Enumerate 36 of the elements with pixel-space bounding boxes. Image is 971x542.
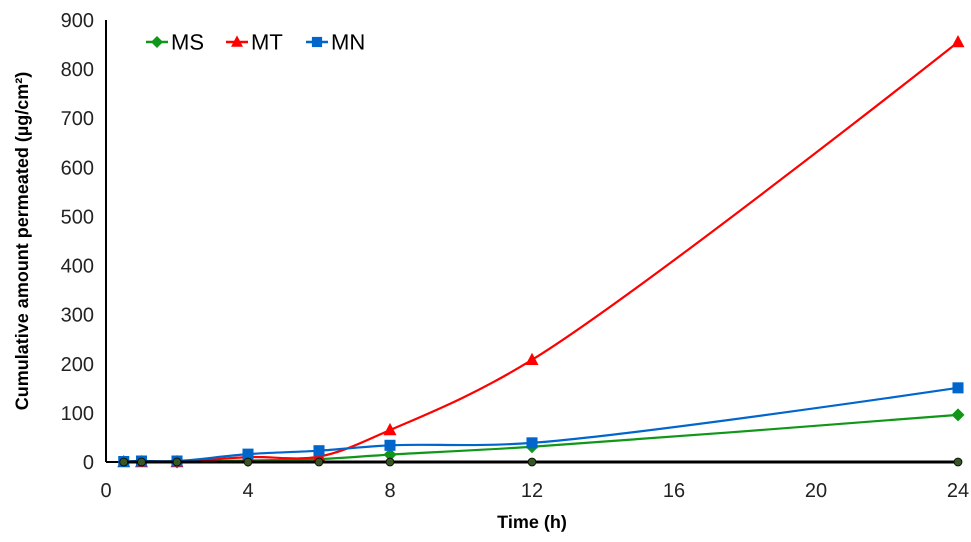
point	[244, 458, 252, 466]
y-tick-label: 400	[60, 256, 94, 278]
point	[528, 458, 536, 466]
point	[526, 437, 538, 448]
y-axis-title: Cumulative amount permeated (µg/cm²)	[12, 72, 32, 410]
y-tick-label: 500	[60, 206, 94, 228]
point	[954, 458, 962, 466]
x-tick-label: 12	[520, 480, 544, 502]
y-tick-label: 600	[60, 157, 94, 180]
point	[313, 445, 325, 456]
x-axis-title: Time (h)	[497, 512, 567, 532]
point	[242, 448, 254, 460]
x-tick-label: 8	[384, 480, 396, 502]
y-tick-label: 900	[60, 10, 94, 32]
point	[952, 382, 964, 394]
legend-label: MN	[331, 30, 366, 55]
point	[952, 408, 964, 422]
y-tick-label: 300	[60, 304, 94, 327]
x-tick-label: 16	[662, 480, 686, 502]
x-tick-label: 0	[100, 480, 112, 502]
y-tick-label: 100	[60, 402, 94, 425]
point	[384, 440, 396, 451]
point	[952, 34, 964, 48]
y-tick-label: 0	[82, 452, 94, 474]
legend-label: MT	[251, 30, 283, 55]
x-tick-label: 4	[242, 480, 254, 502]
x-tick-label: 20	[804, 480, 828, 502]
legend-label: MS	[171, 30, 204, 55]
point	[384, 422, 396, 436]
y-tick-label: 700	[60, 108, 94, 130]
point	[314, 458, 324, 466]
y-tick-label: 800	[60, 59, 94, 82]
x-tick-label: 24	[946, 480, 970, 502]
point	[526, 352, 538, 366]
y-tick-label: 200	[60, 354, 94, 376]
point	[386, 458, 394, 466]
